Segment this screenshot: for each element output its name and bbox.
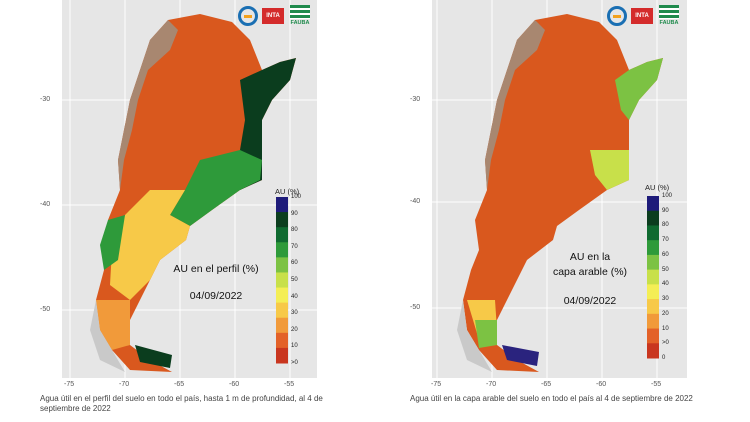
map-label-line: 04/09/2022 — [189, 290, 243, 302]
logo-group: INTA FAUBA — [238, 5, 318, 27]
argentina-region — [463, 14, 663, 372]
legend-tick-label: 70 — [291, 243, 298, 250]
map-label-line: AU en la — [569, 251, 611, 263]
legend-tick-label: 10 — [291, 343, 298, 350]
map-label: AU en el perfil (%) 04/09/2022 — [160, 262, 272, 304]
legend-tick-label: 80 — [291, 227, 298, 234]
andes-green-strip — [100, 215, 125, 270]
legend-tick-label: 90 — [291, 210, 298, 217]
axis-lat-label: -30 — [410, 96, 421, 103]
axis-lon-label: -75 — [431, 381, 442, 388]
inta-logo: INTA — [262, 8, 284, 24]
legend-tick-label: >0 — [291, 360, 298, 366]
logo-group: INTA FAUBA — [607, 5, 687, 27]
moist-pampas-band — [590, 150, 629, 190]
axis-lon-label: -60 — [596, 381, 607, 388]
figure-caption: Agua útil en el perfil del suelo en todo… — [40, 394, 323, 413]
fauba-logo: FAUBA — [657, 5, 681, 27]
axis-lon-label: -75 — [64, 381, 75, 388]
legend-tick-label: 100 — [662, 193, 673, 199]
axis-lon-label: -65 — [541, 381, 552, 388]
map-canvas — [62, 0, 317, 378]
legend-title: AU (%) — [645, 183, 670, 192]
chile-region — [457, 300, 492, 372]
axis-lon-label: -65 — [174, 381, 185, 388]
tierra-del-fuego — [135, 345, 172, 368]
map-label: AU en la capa arable (%) 04/09/2022 — [545, 250, 635, 309]
map-label-line: capa arable (%) — [552, 266, 628, 278]
axis-lon-label: -70 — [486, 381, 497, 388]
institution-logo-icon — [607, 6, 627, 26]
legend-tick-label: 90 — [662, 207, 669, 214]
legend-tick-label: 100 — [291, 194, 302, 200]
legend-tick-label: 70 — [662, 237, 669, 244]
axis-lat-label: -50 — [40, 306, 51, 313]
legend-tick-label: 20 — [291, 326, 298, 333]
axis-lat-label: -30 — [40, 96, 51, 103]
legend-title: AU (%) — [275, 187, 300, 196]
legend-tick-label: 30 — [291, 310, 298, 317]
arid-northwest-region — [485, 20, 545, 190]
legend-tick-label: 20 — [662, 310, 669, 317]
legend-tick-label: 10 — [662, 325, 669, 332]
map-label-line: 04/09/2022 — [563, 295, 617, 307]
institution-logo-icon — [238, 6, 258, 26]
legend-tick-label: 0 — [662, 355, 666, 361]
inta-logo: INTA — [631, 8, 653, 24]
map-canvas — [432, 0, 687, 378]
fauba-logo: FAUBA — [288, 5, 312, 27]
moist-pampas-band — [170, 150, 262, 226]
axis-lon-label: -55 — [284, 381, 295, 388]
axis-lon-label: -70 — [119, 381, 130, 388]
transition-zone — [110, 190, 190, 300]
axis-lat-label: -40 — [410, 198, 421, 205]
arid-northwest-region — [118, 20, 178, 190]
legend-tick-label: 30 — [662, 296, 669, 303]
figure-caption: Agua útil en la capa arable del suelo en… — [410, 394, 693, 403]
axis-lon-label: -55 — [651, 381, 662, 388]
legend-tick-label: 50 — [662, 266, 669, 273]
legend-tick-label: 80 — [662, 222, 669, 229]
axis-lat-label: -50 — [410, 304, 421, 311]
legend-tick-label: 60 — [662, 251, 669, 258]
map-panel-arable: INTA FAUBA AU (%) 100 90 80 70 60 50 40 30 20 10 >… — [375, 0, 750, 422]
patagonia-south — [475, 320, 497, 348]
axis-lon-label: -60 — [229, 381, 240, 388]
axis-lat-label: -40 — [40, 201, 51, 208]
chile-region — [90, 300, 125, 372]
moist-east-region — [615, 58, 663, 120]
legend-tick-label: 40 — [662, 281, 669, 288]
legend-tick-label: 50 — [291, 277, 298, 283]
map-label-line: AU en el perfil (%) — [173, 263, 259, 275]
map-panel-profile: INTA FAUBA AU (%) 100 90 80 70 60 50 40 30 20 10 >… — [40, 0, 323, 413]
legend-tick-label: 40 — [291, 293, 298, 300]
legend-tick-label: 60 — [291, 260, 298, 267]
legend-tick-label: >0 — [662, 340, 669, 347]
tierra-del-fuego — [502, 345, 539, 366]
